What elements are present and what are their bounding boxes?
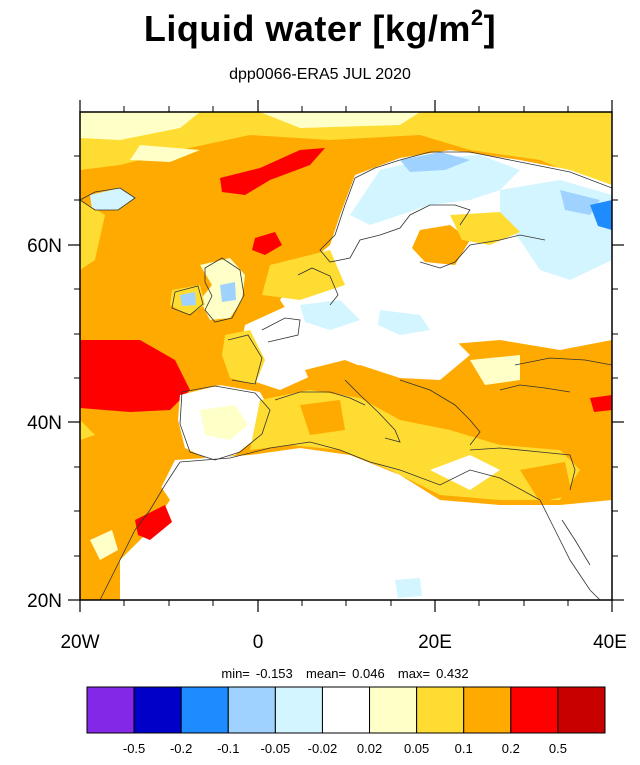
- y-tick-label-40n: 40N: [27, 413, 62, 434]
- colorbar-label-5: 0.02: [356, 741, 383, 756]
- y-tick-label-20n: 20N: [27, 591, 62, 612]
- field-polar-pale-2: [130, 145, 200, 162]
- stats-min-value: -0.153: [255, 666, 293, 681]
- colorbar-swatch-8: [463, 686, 512, 734]
- colorbar-label-7: 0.1: [454, 741, 473, 756]
- colorbar-label-1: -0.2: [169, 741, 193, 756]
- field-iberia-pale: [200, 405, 248, 440]
- field-germany-blue: [300, 300, 360, 330]
- colorbar-swatch-5: [321, 686, 371, 734]
- stats-max-value: 0.432: [436, 666, 469, 681]
- colorbar-swatch-0: [86, 686, 135, 734]
- field-baltic-yellow: [450, 212, 520, 245]
- field-west-yellow: [80, 200, 105, 270]
- field-sahara-white: [120, 448, 612, 600]
- colorbar: [86, 686, 606, 734]
- colorbar-swatch-4: [274, 686, 323, 734]
- field-northsea-red: [252, 232, 282, 255]
- field-poland-blue: [378, 310, 430, 335]
- colorbar-label-6: 0.05: [403, 741, 430, 756]
- colorbar-swatch-9: [510, 686, 559, 734]
- colorbar-label-9: 0.5: [548, 741, 567, 756]
- map-subtitle: dpp0066-ERA5 JUL 2020: [229, 66, 411, 83]
- map-title: Liquid water [kg/m2]: [143, 5, 497, 50]
- y-ticks: [68, 244, 624, 601]
- coastlines: [80, 151, 612, 600]
- stats-mean-label: mean=: [306, 666, 347, 681]
- y-minor-ticks: [74, 155, 618, 557]
- field-atlantic-red: [80, 340, 190, 412]
- field-iceland-blue: [90, 188, 135, 210]
- field-polar-yellow: [80, 112, 612, 190]
- field-norwegian-red: [220, 148, 325, 195]
- colorbar-swatch-1: [133, 686, 182, 734]
- x-tick-label-20w: 20W: [60, 632, 99, 653]
- field-europe-white: [240, 300, 470, 390]
- field-balkans-pale: [470, 355, 520, 385]
- colorbar-label-4: -0.02: [307, 741, 338, 756]
- field-canary-pale: [90, 530, 118, 560]
- field-ireland-blue: [180, 292, 196, 306]
- stats-line: min= -0.153 mean= 0.046 max= 0.432: [0, 666, 640, 681]
- colorbar-swatch-10: [557, 686, 606, 734]
- field-polar-pale-3: [260, 112, 420, 128]
- field-sahara-blue: [395, 578, 422, 598]
- field-alps-orange: [305, 360, 370, 382]
- stats-mean-value: 0.046: [352, 666, 385, 681]
- field-polar-pale: [80, 112, 200, 140]
- field-uk-blue: [220, 282, 236, 302]
- field-levant-orange: [520, 462, 572, 502]
- field-morocco-red: [135, 505, 172, 540]
- colorbar-label-0: -0.5: [122, 741, 146, 756]
- field-baltic-orange: [412, 225, 470, 265]
- y-tick-label-60n: 60N: [27, 236, 62, 257]
- colorbar-swatch-3: [227, 686, 276, 734]
- field-med-orange: [300, 400, 345, 435]
- map-field: [80, 112, 612, 600]
- colorbar-swatch-2: [180, 686, 229, 734]
- colorbar-swatch-6: [369, 686, 418, 734]
- colorbar-swatch-7: [416, 686, 465, 734]
- field-norway-blue: [400, 152, 470, 172]
- field-france-yellow: [222, 330, 265, 385]
- field-blacksea-red: [590, 395, 612, 412]
- x-ticks: [79, 100, 613, 612]
- colorbar-label-8: 0.2: [501, 741, 520, 756]
- field-scandinavia-blue: [350, 155, 520, 225]
- field-blacksea-orange: [515, 360, 612, 412]
- x-tick-label-20e: 20E: [418, 632, 452, 653]
- stats-max-label: max=: [397, 666, 431, 681]
- colorbar-label-2: -0.1: [217, 741, 240, 756]
- colorbar-label-3: -0.05: [260, 741, 291, 756]
- x-tick-label-40e: 40E: [593, 632, 627, 653]
- x-tick-label-0: 0: [253, 632, 264, 653]
- field-russia-blue-dark: [560, 190, 600, 215]
- x-minor-ticks: [123, 106, 569, 606]
- stats-min-label: min=: [221, 666, 250, 681]
- field-northsea-yellow: [262, 250, 345, 300]
- field-russia-blue-strong: [590, 200, 612, 230]
